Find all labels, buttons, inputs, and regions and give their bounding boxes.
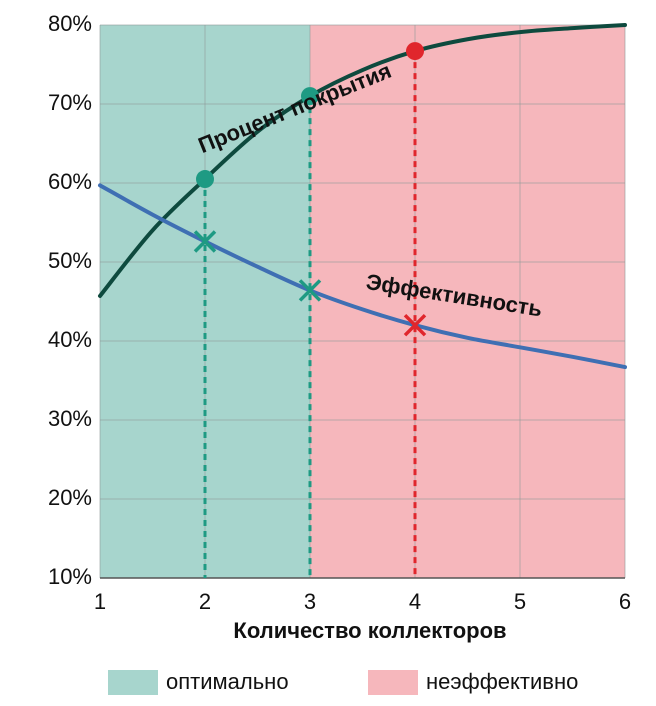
efficiency-cross <box>193 230 217 253</box>
efficiency-cross <box>403 313 427 337</box>
legend-label: неэффективно <box>426 669 578 694</box>
y-tick-label: 70% <box>48 90 92 115</box>
y-tick-label: 20% <box>48 485 92 510</box>
x-axis-label: Количество коллекторов <box>233 618 506 643</box>
y-tick-label: 80% <box>48 11 92 36</box>
y-tick-label: 10% <box>48 564 92 589</box>
line <box>98 23 627 298</box>
efficiency-cross <box>298 279 322 302</box>
x-tick-label: 6 <box>619 589 631 614</box>
coverage-point <box>196 170 214 189</box>
x-tick-label: 3 <box>304 589 316 614</box>
y-tick-label: 40% <box>48 327 92 352</box>
legend-swatch <box>108 670 158 695</box>
x-tick-label: 1 <box>94 589 106 614</box>
y-tick-label: 50% <box>48 248 92 273</box>
x-tick-label: 4 <box>409 589 421 614</box>
y-tick-label: 30% <box>48 406 92 431</box>
line <box>98 183 627 370</box>
legend-label: оптимально <box>166 669 289 694</box>
x-tick-label: 2 <box>199 589 211 614</box>
y-tick-label: 60% <box>48 169 92 194</box>
coverage-point <box>406 42 424 61</box>
coverage-point <box>301 87 319 106</box>
region <box>310 25 625 578</box>
legend-swatch <box>368 670 418 695</box>
x-tick-label: 5 <box>514 589 526 614</box>
